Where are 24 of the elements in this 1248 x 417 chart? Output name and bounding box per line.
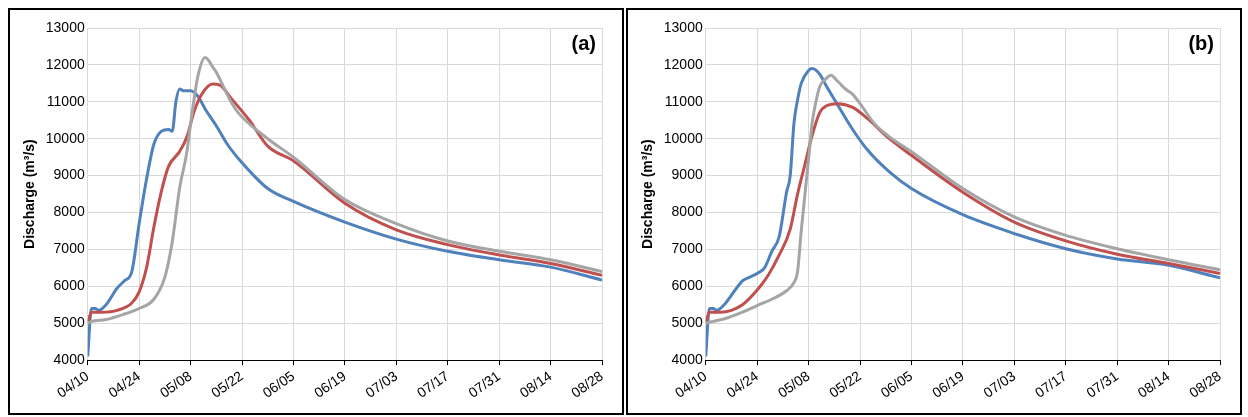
y-tick-label: 6000 xyxy=(53,277,85,294)
annotation: (a) xyxy=(571,31,596,54)
y-tick-label: 4000 xyxy=(53,351,85,367)
y-tick-label: 11000 xyxy=(664,92,703,109)
y-tick-label: 7000 xyxy=(671,240,703,257)
y-tick-label: 9000 xyxy=(671,166,703,183)
y-tick-label: 10000 xyxy=(663,129,703,146)
y-tick-label: 11000 xyxy=(46,92,85,109)
y-tick-label: 13000 xyxy=(663,18,703,35)
y-tick-label: 7000 xyxy=(53,240,85,257)
y-tick-label: 9000 xyxy=(53,166,85,183)
y-tick-label: 5000 xyxy=(53,314,85,331)
y-tick-label: 4000 xyxy=(671,351,703,367)
y-tick-label: 8000 xyxy=(671,203,703,220)
y-axis-title: Discharge (m³/s) xyxy=(639,139,656,249)
y-axis-title: Discharge (m³/s) xyxy=(21,139,38,249)
y-tick-label: 5000 xyxy=(671,314,703,331)
y-tick-label: 13000 xyxy=(45,18,85,35)
y-tick-label: 12000 xyxy=(663,55,703,72)
y-tick-label: 12000 xyxy=(45,55,85,72)
y-tick-label: 8000 xyxy=(53,203,85,220)
y-tick-label: 10000 xyxy=(45,129,85,146)
y-tick-label: 6000 xyxy=(671,277,703,294)
annotation: (b) xyxy=(1188,31,1214,54)
